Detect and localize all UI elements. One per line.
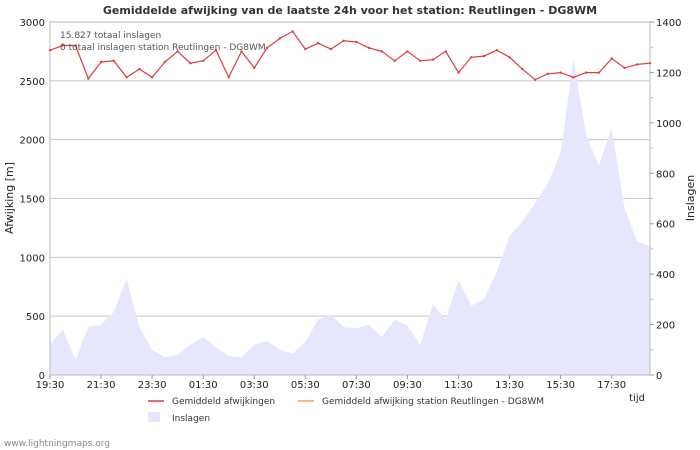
avg-point-0 [48,49,52,52]
avg-point-6 [125,76,128,79]
y-tick-left-1000: 1000 [20,253,45,264]
avg-point-39 [546,72,550,76]
y-tick-right-400: 400 [656,270,675,281]
avg-point-42 [585,71,588,74]
series-gemiddeld-afwijkingen-line [49,30,651,81]
avg-point-25 [367,46,371,50]
avg-point-11 [189,62,192,65]
y-tick-right-800: 800 [656,169,675,180]
avg-point-19 [291,30,294,33]
avg-point-5 [112,59,116,62]
x-tick-1130: 11:30 [444,380,473,391]
avg-point-38 [533,78,537,81]
x-tick-0930: 09:30 [393,380,422,391]
y-tick-left-2500: 2500 [20,77,45,88]
legend-label-inslagen: Inslagen [172,414,210,424]
x-tick-2330: 23:30 [138,380,167,391]
avg-point-27 [393,59,396,62]
avg-point-8 [150,76,154,79]
series-gemiddeld-afwijkingen-points [48,30,652,81]
avg-point-21 [316,42,320,45]
y-tick-left-500: 500 [26,312,45,323]
x-tick-1530: 15:30 [546,380,575,391]
y-tick-left-0: 0 [39,371,45,382]
y-tick-left-2000: 2000 [20,136,45,147]
footer-credit: www.lightningmaps.org [4,439,110,449]
avg-point-36 [508,56,511,59]
avg-point-45 [623,66,626,70]
y-tick-right-1200: 1200 [656,68,681,79]
x-tick-1330: 13:30 [495,380,524,391]
avg-point-37 [521,67,524,71]
x-axis-label: tijd [629,393,645,404]
avg-point-15 [240,50,243,53]
y-tick-left-3000: 3000 [20,18,45,29]
y-tick-right-1400: 1400 [656,18,681,29]
y-tick-right-200: 200 [656,321,675,332]
avg-point-33 [470,56,473,59]
avg-point-29 [419,59,422,62]
avg-point-9 [163,60,167,64]
avg-point-41 [572,76,575,79]
avg-point-4 [99,60,103,64]
avg-point-46 [636,63,639,66]
avg-point-47 [648,62,652,65]
x-tick-0530: 05:30 [291,380,320,391]
avg-point-22 [329,47,333,51]
y-axis-right-label: Inslagen [684,175,697,221]
annotation-station-strikes: 0 totaal inslagen station Reutlingen - D… [60,43,266,53]
y-tick-left-1500: 1500 [20,195,45,206]
avg-point-40 [559,71,562,74]
avg-point-20 [304,47,307,51]
x-tick-1730: 17:30 [597,380,626,391]
avg-point-14 [227,76,230,79]
avg-point-17 [265,46,269,50]
x-tick-0730: 07:30 [342,380,371,391]
y-axis-right-ticks: 0 200 400 600 800 1000 1200 1400 [650,18,681,382]
avg-point-23 [342,39,345,42]
x-tick-0330: 03:30 [240,380,269,391]
y-tick-right-1000: 1000 [656,119,681,130]
annotation-total-strikes: 15.827 totaal inslagen [60,31,161,41]
avg-point-16 [253,66,256,70]
avg-point-13 [214,49,218,52]
y-axis-left-ticks: 0 500 1000 1500 2000 2500 3000 [20,18,45,382]
avg-point-12 [202,59,205,62]
legend-label-station: Gemiddeld afwijking station Reutlingen -… [322,397,544,407]
avg-point-18 [278,37,281,40]
x-axis-ticks: 19:30 21:30 23:30 01:30 03:30 05:30 07:30 09:30… [36,375,626,391]
series-inslagen-area [50,59,650,376]
avg-point-43 [597,71,601,74]
avg-point-7 [138,67,141,71]
avg-point-2 [74,44,77,47]
x-tick-1930: 19:30 [36,380,65,391]
y-axis-left-label: Afwijking [m] [3,162,16,234]
avg-point-44 [610,57,613,60]
avg-point-31 [444,50,447,53]
avg-point-34 [482,54,486,58]
chart-title: Gemiddelde afwijking van de laatste 24h … [103,4,597,17]
x-tick-0130: 01:30 [189,380,218,391]
y-tick-right-600: 600 [656,220,675,231]
avg-point-28 [406,50,409,53]
y-tick-right-0: 0 [656,371,662,382]
avg-point-3 [87,77,90,80]
avg-point-24 [355,40,358,44]
x-tick-2130: 21:30 [87,380,116,391]
avg-point-30 [431,58,435,61]
avg-point-35 [495,49,498,52]
legend-swatch-inslagen [148,412,160,422]
avg-point-32 [457,71,460,74]
avg-point-26 [380,50,384,53]
avg-point-10 [176,50,179,53]
avg-point-1 [61,44,64,47]
legend-label-avg: Gemiddeld afwijkingen [172,397,275,407]
legend: Gemiddeld afwijkingen Gemiddeld afwijkin… [148,397,544,424]
